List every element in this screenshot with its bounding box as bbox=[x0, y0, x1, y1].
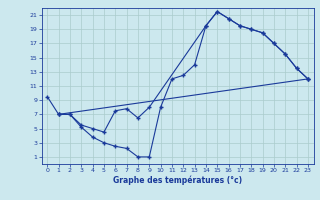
X-axis label: Graphe des températures (°c): Graphe des températures (°c) bbox=[113, 176, 242, 185]
